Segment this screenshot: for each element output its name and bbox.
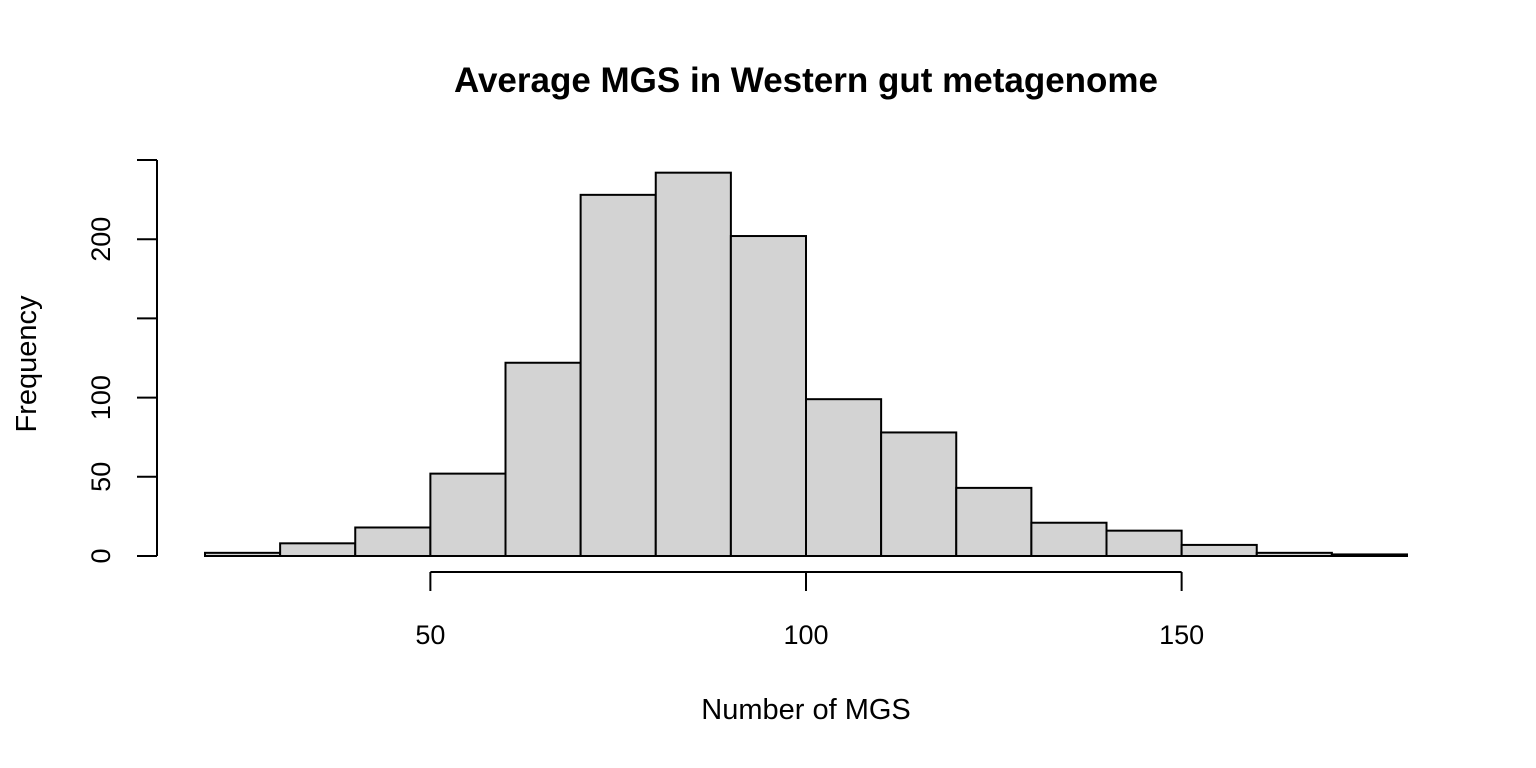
x-axis: 50 100 150 [415,571,1204,650]
histogram-bar [429,472,507,557]
chart-title: Average MGS in Western gut metagenome [454,61,1158,100]
histogram-bar [1030,521,1108,558]
histogram-bar [204,551,282,557]
histogram-bar [1180,543,1258,557]
y-tick-label: 0 [86,548,116,563]
histogram-bar [805,398,883,557]
histogram-bar [1105,529,1183,558]
y-tick-label: 200 [86,217,116,262]
histogram-bar [1255,551,1333,557]
x-tick-label: 100 [783,620,828,650]
x-tick-label: 150 [1159,620,1204,650]
y-axis: 0 50 100 200 [86,159,158,564]
bars-group [204,171,1408,558]
y-tick-label: 50 [86,462,116,492]
histogram-bar [279,542,357,558]
histogram-bar [955,486,1033,557]
y-axis-label: Frequency [11,295,43,433]
y-tick-label: 100 [86,375,116,420]
histogram-bar [1330,553,1408,558]
histogram-bar [354,526,432,557]
histogram-bar [504,361,582,558]
x-axis-label: Number of MGS [701,694,911,726]
histogram-bar [654,171,732,557]
x-tick-label: 50 [415,620,445,650]
histogram-bar [729,235,807,557]
histogram-bar [880,431,958,557]
histogram-bar [579,193,657,558]
